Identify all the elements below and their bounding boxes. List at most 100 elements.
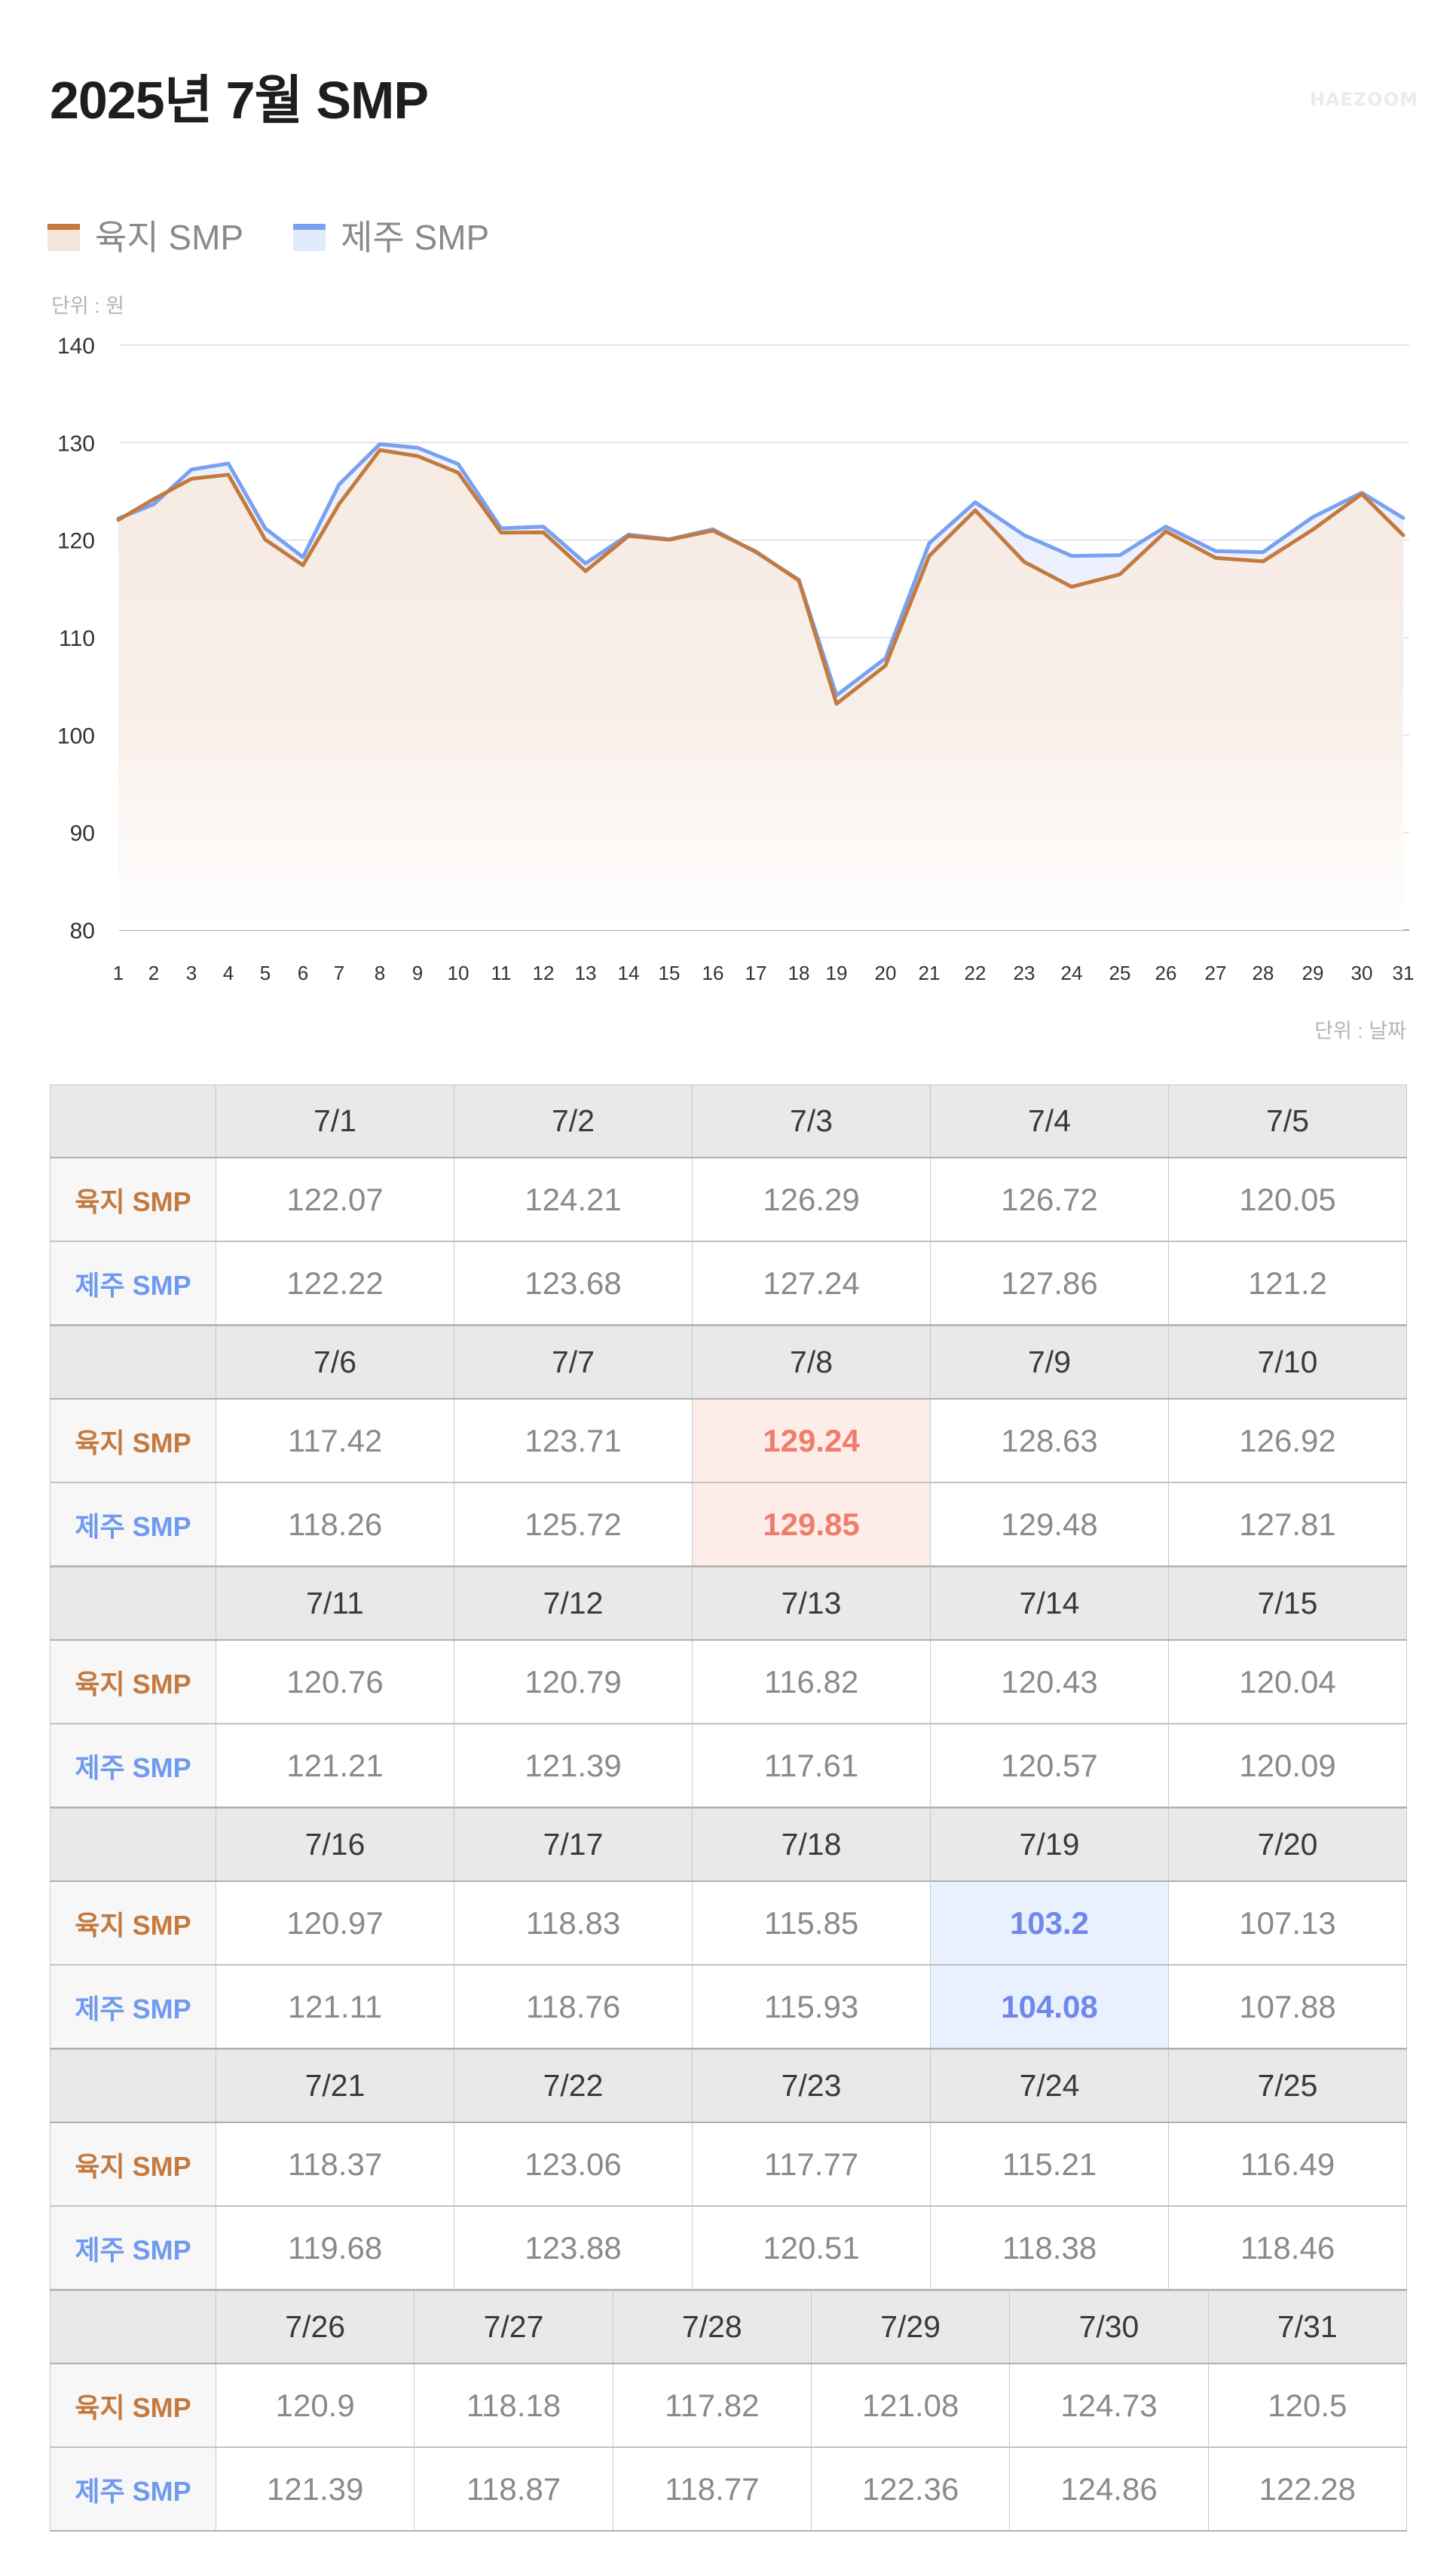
row-label-jeju-smp: 제주 SMP: [50, 2205, 216, 2290]
value-cell: 115.21: [930, 2122, 1169, 2207]
date-header-cell: 7/21: [216, 2049, 454, 2123]
legend-label: 제주 SMP: [341, 218, 490, 257]
land-smp-line[interactable]: [116, 448, 1406, 706]
value-cell: 120.05: [1168, 1157, 1407, 1242]
row-label-land-smp: 육지 SMP: [50, 1880, 216, 1966]
value-cell: 121.08: [810, 2363, 1011, 2448]
x-tick-label: 1: [113, 962, 124, 984]
value-cell: 126.29: [692, 1157, 931, 1242]
row-label-jeju-smp: 제주 SMP: [50, 1482, 216, 1567]
value-cell: 120.76: [216, 1639, 454, 1724]
value-cell: 128.63: [930, 1398, 1169, 1483]
land-smp-row: 육지 SMP 120.76 120.79 116.82 120.43 120.04: [50, 1639, 1407, 1724]
x-tick-label: 23: [1014, 962, 1035, 984]
date-header-cell: 7/22: [454, 2049, 693, 2123]
value-cell: 118.87: [414, 2446, 613, 2532]
land-smp-area: [118, 450, 1403, 930]
table-segment: 7/21 7/22 7/23 7/24 7/25 육지 SMP 118.37 123.06 11…: [50, 2049, 1407, 2290]
jeju-smp-row: 제주 SMP 119.68 123.88 120.51 118.38 118.46: [50, 2205, 1407, 2290]
max-value-cell: 129.24: [692, 1398, 931, 1483]
date-header-cell: 7/25: [1168, 2049, 1407, 2123]
value-cell: 120.97: [216, 1880, 454, 1966]
x-tick-label: 2: [148, 962, 159, 984]
value-cell: 123.88: [454, 2205, 693, 2290]
value-cell: 127.24: [692, 1241, 931, 1326]
x-tick-label: 28: [1253, 962, 1274, 984]
x-tick-label: 10: [448, 962, 470, 984]
x-tick-label: 26: [1155, 962, 1177, 984]
value-cell: 117.61: [692, 1723, 931, 1808]
date-header-cell: 7/16: [216, 1808, 454, 1882]
date-header-cell: 7/30: [1009, 2290, 1209, 2364]
value-cell: 123.71: [454, 1398, 693, 1483]
chart-legend: 육지 SMP 제주 SMP: [47, 220, 539, 255]
legend-item-land-smp[interactable]: 육지 SMP: [47, 220, 243, 255]
value-cell: 124.21: [454, 1157, 693, 1242]
row-label-land-smp: 육지 SMP: [50, 1639, 216, 1724]
x-tick-label: 14: [618, 962, 640, 984]
jeju-smp-swatch-icon: [293, 224, 326, 251]
date-header-cell: 7/3: [692, 1085, 931, 1158]
x-tick-label: 7: [334, 962, 344, 984]
date-header-cell: 7/8: [692, 1326, 931, 1400]
smp-daily-table: 7/1 7/2 7/3 7/4 7/5 육지 SMP 122.07 124.21 126.29 1…: [50, 1085, 1407, 2532]
value-cell: 116.49: [1168, 2122, 1407, 2207]
value-cell: 123.68: [454, 1241, 693, 1326]
value-cell: 118.46: [1168, 2205, 1407, 2290]
value-cell: 121.11: [216, 1964, 454, 2049]
land-smp-row: 육지 SMP 117.42 123.71 129.24 128.63 126.92: [50, 1398, 1407, 1483]
value-cell: 117.82: [612, 2363, 812, 2448]
date-header-cell: 7/10: [1168, 1326, 1407, 1400]
x-tick-label: 3: [186, 962, 197, 984]
date-header-cell: 7/20: [1168, 1808, 1407, 1882]
x-tick-label: 11: [491, 962, 512, 984]
date-header-cell: 7/6: [216, 1326, 454, 1400]
land-smp-row: 육지 SMP 120.9 118.18 117.82 121.08 124.73 120.5: [50, 2363, 1407, 2448]
x-tick-label: 12: [533, 962, 555, 984]
value-cell: 124.86: [1009, 2446, 1209, 2532]
x-tick-label: 20: [875, 962, 897, 984]
value-cell: 122.07: [216, 1157, 454, 1242]
x-axis-ticks: 1 2 3 4 5 6 7 8 9 10 11 12 13 14 15 16 17 18 19 20 21 22 23 24 2…: [113, 962, 1415, 984]
jeju-smp-row: 제주 SMP 121.39 118.87 118.77 122.36 124.86 122.…: [50, 2446, 1407, 2532]
legend-label: 육지 SMP: [95, 218, 244, 257]
y-tick-label: 100: [57, 724, 95, 748]
x-tick-label: 9: [412, 962, 423, 984]
date-header-cell: 7/17: [454, 1808, 693, 1882]
date-header-cell: 7/2: [454, 1085, 693, 1158]
legend-item-jeju-smp[interactable]: 제주 SMP: [293, 220, 489, 255]
value-cell: 115.93: [692, 1964, 931, 2049]
value-cell: 121.39: [454, 1723, 693, 1808]
date-header-cell: 7/19: [930, 1808, 1169, 1882]
jeju-smp-row: 제주 SMP 121.21 121.39 117.61 120.57 120.09: [50, 1723, 1407, 1808]
corner-cell: [50, 2290, 216, 2364]
date-header-cell: 7/1: [216, 1085, 454, 1158]
value-cell: 118.37: [216, 2122, 454, 2207]
y-tick-label: 110: [59, 626, 95, 651]
value-cell: 126.72: [930, 1157, 1169, 1242]
x-tick-label: 30: [1351, 962, 1373, 984]
date-header-cell: 7/28: [612, 2290, 812, 2364]
land-smp-row: 육지 SMP 120.97 118.83 115.85 103.2 107.13: [50, 1880, 1407, 1966]
value-cell: 126.92: [1168, 1398, 1407, 1483]
date-header-row: 7/21 7/22 7/23 7/24 7/25: [50, 2049, 1407, 2123]
date-header-cell: 7/14: [930, 1567, 1169, 1641]
x-tick-label: 15: [659, 962, 681, 984]
y-axis-unit-label: 단위 : 원: [51, 295, 125, 317]
date-header-cell: 7/27: [414, 2290, 613, 2364]
x-tick-label: 22: [965, 962, 986, 984]
row-label-land-smp: 육지 SMP: [50, 2122, 216, 2207]
x-tick-label: 5: [260, 962, 271, 984]
brand-watermark: HAEZOOM: [1309, 89, 1418, 110]
y-tick-label: 90: [70, 822, 95, 846]
jeju-smp-row: 제주 SMP 122.22 123.68 127.24 127.86 121.2: [50, 1241, 1407, 1326]
value-cell: 107.13: [1168, 1880, 1407, 1966]
x-tick-label: 4: [223, 962, 234, 984]
page-title: 2025년 7월 SMP: [50, 71, 429, 130]
value-cell: 116.82: [692, 1639, 931, 1724]
value-cell: 122.22: [216, 1241, 454, 1326]
table-segment: 7/11 7/12 7/13 7/14 7/15 육지 SMP 120.76 120.79 11…: [50, 1567, 1407, 1808]
x-tick-label: 19: [826, 962, 848, 984]
corner-cell: [50, 2049, 216, 2123]
date-header-cell: 7/11: [216, 1567, 454, 1641]
